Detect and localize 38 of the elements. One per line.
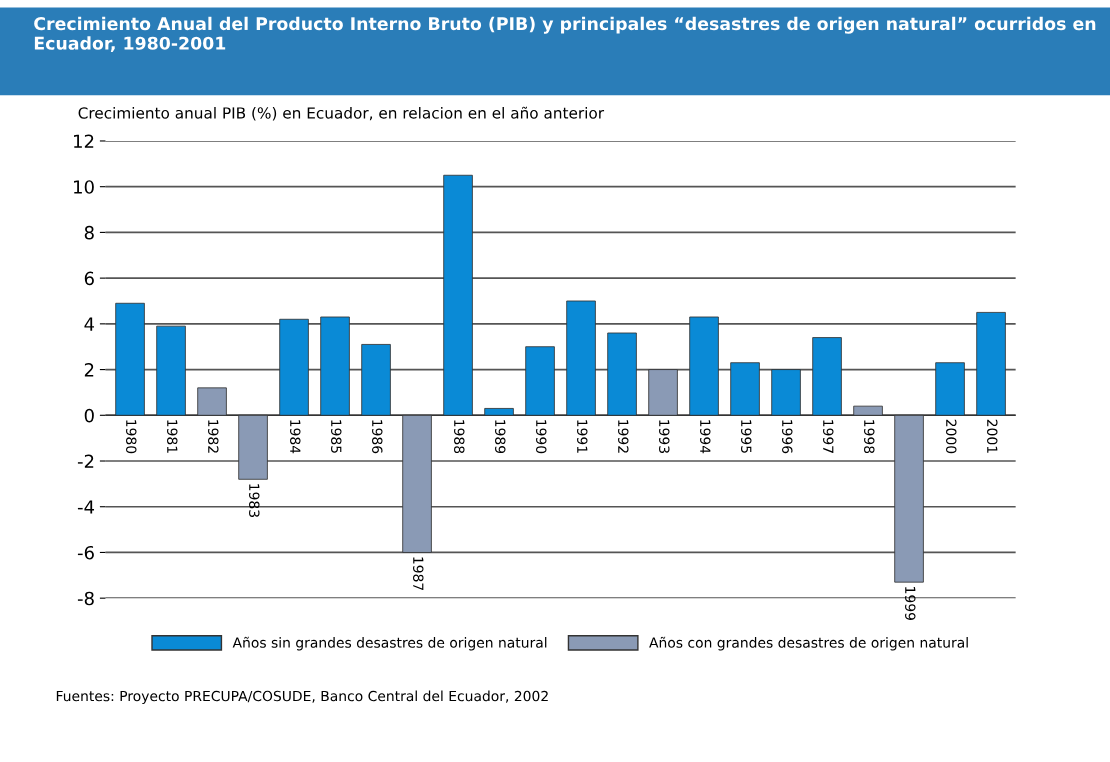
legend-label: Años con grandes desastres de origen natural: [649, 636, 968, 651]
x-tick-label: 1998: [864, 420, 875, 454]
x-tick-label: 1981: [167, 420, 178, 453]
y-tick-label: -4: [77, 500, 95, 514]
y-tick-label: -6: [77, 545, 94, 560]
x-tick-label: 1986: [372, 420, 383, 454]
y-tick-label: 6: [84, 271, 94, 286]
x-tick-label: 1988: [454, 420, 465, 454]
x-tick-label: 1994: [700, 420, 711, 454]
x-tick-label: 1999: [905, 587, 916, 620]
x-tick-label: 1987: [413, 557, 424, 591]
x-tick-label: 1997: [823, 420, 834, 453]
y-tick-label: 12: [74, 134, 94, 148]
y-tick-label: -8: [77, 591, 94, 606]
x-tick-label: 1980: [126, 420, 137, 454]
x-tick-label: 1991: [577, 420, 588, 453]
y-tick-label: 0: [84, 408, 94, 423]
x-tick-label: 1989: [495, 420, 506, 454]
y-tick-label: 8: [84, 225, 94, 240]
source-note: Fuentes: Proyecto PRECUPA/COSUDE, Banco Central del Ecuador, 2002: [56, 690, 548, 704]
x-tick-label: 1983: [249, 484, 260, 517]
legend-label: Años sin grandes desastres de origen natural: [232, 636, 547, 651]
y-tick-label: 4: [84, 317, 95, 331]
x-tick-label: 1996: [782, 420, 793, 454]
y-axis-title: Crecimiento anual PIB (%) en Ecuador, en relacion en el año anterior: [78, 106, 605, 121]
x-tick-label: 1985: [331, 420, 342, 453]
chart-title: Crecimiento Anual del Producto Interno Bruto (PIB) y principales “desastres de origen natural” ocurridos en Ecuador, 1980-2001: [34, 16, 1096, 52]
x-tick-label: 1992: [618, 420, 629, 453]
x-tick-label: 1984: [290, 420, 301, 454]
y-tick-label: -2: [77, 454, 94, 468]
y-tick-label: 2: [84, 363, 94, 377]
x-tick-label: 1995: [741, 420, 752, 453]
x-tick-label: 1993: [659, 420, 670, 453]
x-tick-label: 2001: [987, 419, 998, 453]
x-tick-label: 1990: [536, 420, 547, 454]
y-tick-label: 10: [74, 180, 94, 194]
x-tick-label: 1982: [208, 420, 219, 453]
x-tick-label: 2000: [946, 419, 957, 454]
